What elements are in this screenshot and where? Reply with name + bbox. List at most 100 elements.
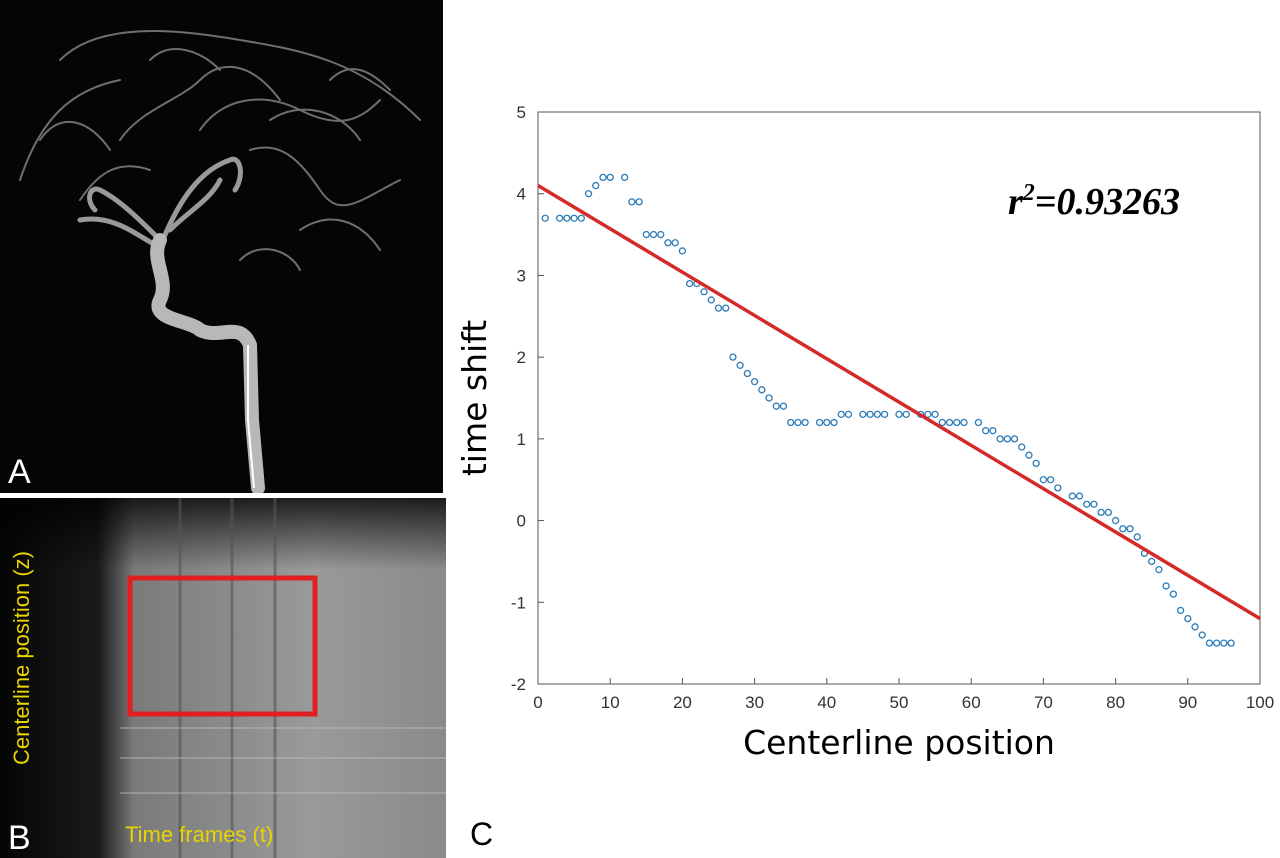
data-point: [873, 410, 881, 418]
data-point: [758, 386, 766, 394]
data-point: [1220, 639, 1228, 647]
data-point: [772, 402, 780, 410]
data-point: [1083, 500, 1091, 508]
spatiotemporal-image: [0, 498, 446, 858]
data-point: [628, 198, 636, 206]
data-point: [895, 410, 903, 418]
data-point: [1169, 590, 1178, 598]
data-point: [1198, 631, 1206, 639]
spatiotemporal-map-panel: Centerline position (z) Time frames (t) …: [0, 498, 446, 858]
data-point: [1025, 451, 1033, 459]
panel-a-letter: A: [8, 453, 31, 491]
x-tick-label: 50: [890, 693, 909, 712]
data-point: [1032, 459, 1040, 468]
data-point: [620, 173, 629, 182]
data-point: [1227, 639, 1235, 647]
annotation-base: r: [1008, 181, 1024, 223]
data-point: [1010, 435, 1019, 443]
x-tick-label: 90: [1178, 693, 1197, 712]
data-point: [1133, 533, 1141, 541]
data-point: [1039, 476, 1048, 484]
data-point: [657, 230, 665, 239]
x-tick-label: 0: [533, 693, 542, 712]
annotation-sup: 2: [1022, 180, 1035, 206]
x-tick-label: 70: [1034, 693, 1053, 712]
axis-ticks: 0 10 20 30 40 50 60 70 80 90 100 -2 -1 0 1 2 3 4 5: [511, 103, 1274, 712]
data-point: [671, 239, 679, 247]
b-ylabel: Centerline position (z): [9, 551, 34, 765]
centerline-trace: [247, 345, 255, 489]
data-point: [981, 427, 990, 435]
data-point: [1126, 525, 1134, 533]
chart-marks: [537, 173, 1261, 647]
data-point: [1046, 476, 1055, 484]
data-point: [924, 410, 932, 418]
data-point: [685, 279, 694, 288]
y-axis-title: time shift: [455, 320, 494, 476]
data-point: [678, 247, 687, 255]
y-tick-label: -1: [511, 593, 526, 612]
data-point: [1162, 582, 1170, 590]
data-point: [1111, 516, 1120, 525]
data-point: [945, 418, 954, 427]
data-point: [1018, 443, 1026, 451]
data-point: [700, 288, 708, 296]
data-point: [1213, 639, 1221, 647]
data-point: [1148, 557, 1156, 566]
x-tick-label: 80: [1106, 693, 1125, 712]
data-point: [794, 418, 802, 427]
data-point: [996, 435, 1004, 443]
x-tick-label: 30: [745, 693, 764, 712]
data-point: [765, 394, 773, 402]
data-point: [541, 214, 549, 222]
data-point: [714, 304, 723, 312]
data-point: [729, 353, 737, 361]
y-tick-label: 2: [517, 348, 526, 367]
data-point: [837, 410, 845, 418]
data-point: [664, 239, 672, 247]
data-point: [750, 378, 759, 386]
vessel-image: [19, 30, 421, 493]
data-point: [787, 418, 795, 427]
data-point: [1097, 508, 1105, 517]
y-tick-label: 5: [517, 103, 526, 122]
x-tick-label: 100: [1246, 693, 1274, 712]
data-point: [599, 173, 607, 182]
data-point: [1155, 565, 1163, 574]
data-point: [722, 304, 730, 312]
x-tick-label: 40: [817, 693, 836, 712]
data-point: [801, 418, 809, 427]
data-point: [707, 296, 715, 304]
panel-c-letter: C: [470, 816, 494, 852]
x-tick-label: 20: [673, 693, 692, 712]
data-point: [1090, 500, 1098, 508]
data-point: [830, 418, 838, 427]
data-point: [556, 214, 564, 222]
data-point: [880, 410, 889, 418]
r-squared-annotation: r2=0.93263: [1008, 180, 1180, 223]
data-point: [1191, 623, 1199, 631]
data-point: [1068, 492, 1076, 500]
data-point: [866, 410, 874, 418]
data-point: [743, 369, 752, 378]
fit-line: [537, 184, 1261, 621]
data-point: [649, 230, 658, 239]
data-point: [1104, 508, 1113, 517]
data-point: [1003, 435, 1011, 443]
data-point: [635, 198, 643, 206]
data-point: [1075, 492, 1084, 500]
data-point: [577, 214, 585, 222]
data-point: [938, 418, 946, 427]
data-point: [1176, 606, 1185, 615]
data-point: [779, 402, 788, 410]
x-tick-label: 10: [601, 693, 620, 712]
data-point: [859, 410, 867, 418]
data-point: [931, 410, 939, 418]
data-point: [989, 427, 997, 435]
data-point: [844, 410, 853, 418]
data-point: [974, 418, 983, 427]
data-point: [736, 361, 744, 369]
x-tick-label: 60: [962, 693, 981, 712]
y-tick-label: 0: [517, 512, 526, 531]
y-tick-label: 4: [517, 185, 526, 204]
